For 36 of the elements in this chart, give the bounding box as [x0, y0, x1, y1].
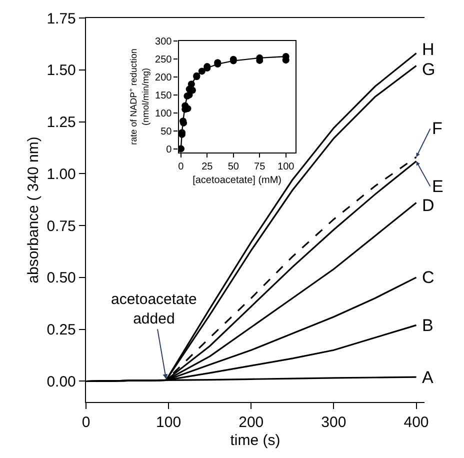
- x-tick-label: 400: [404, 414, 429, 432]
- series-label: D: [422, 196, 434, 215]
- x-tick-label: 0: [82, 414, 90, 432]
- series-label: G: [422, 60, 436, 79]
- y-tick-label: 0.50: [46, 270, 76, 287]
- series-label: A: [422, 368, 434, 387]
- series-label: F: [432, 119, 442, 138]
- series-label: E: [432, 177, 444, 196]
- x-tick-label: 100: [278, 162, 295, 172]
- series-label: H: [422, 40, 434, 59]
- x-tick-label: 25: [202, 162, 214, 172]
- x-tick-label: 75: [254, 162, 266, 172]
- annotation: acetoacetate added: [111, 291, 197, 328]
- y-tick-label: 150: [155, 90, 172, 102]
- y-tick-label: 50: [160, 126, 172, 138]
- series-label: C: [422, 268, 434, 287]
- y-tick-label: 1.00: [46, 166, 76, 183]
- x-axis-title: [acetoacetate] (mM): [192, 175, 282, 186]
- y-tick-label: 1.50: [46, 62, 76, 80]
- y-tick-label: 0.75: [46, 218, 76, 235]
- y-tick-label: 0.00: [46, 373, 76, 390]
- y-tick-label: 0: [166, 144, 172, 156]
- y-tick-label: 300: [155, 36, 172, 48]
- y-tick-label: 250: [155, 54, 172, 66]
- y-tick-label: 1.25: [46, 114, 76, 132]
- y-tick-label: 200: [155, 72, 172, 84]
- y-tick-label: 1.75: [46, 10, 76, 28]
- x-tick-label: 50: [228, 162, 240, 172]
- y-tick-label: 100: [155, 108, 172, 120]
- y-axis-title: absorbance ( 340 nm): [24, 136, 42, 284]
- x-tick-label: 200: [238, 414, 264, 432]
- x-tick-label: 300: [321, 414, 346, 432]
- x-tick-label: 0: [178, 162, 184, 172]
- series-label: B: [422, 316, 434, 335]
- x-axis-title: time (s): [230, 432, 280, 450]
- y-tick-label: 0.25: [46, 322, 76, 339]
